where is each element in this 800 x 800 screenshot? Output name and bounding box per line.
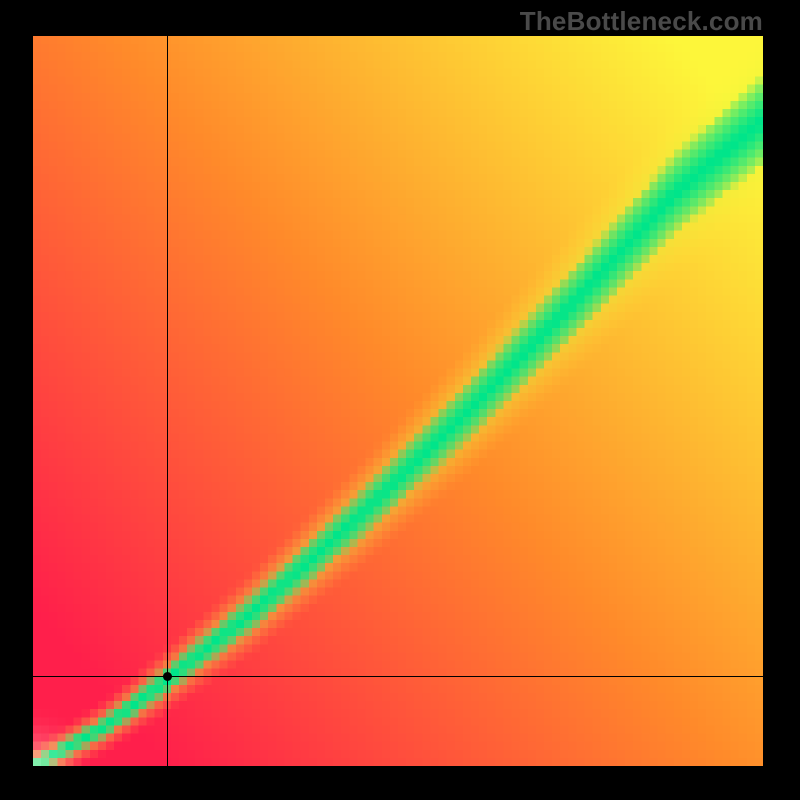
crosshair-horizontal	[33, 676, 763, 677]
crosshair-vertical	[167, 36, 168, 766]
heatmap-canvas	[33, 36, 763, 766]
watermark-text: TheBottleneck.com	[520, 6, 763, 37]
frame: TheBottleneck.com	[0, 0, 800, 800]
